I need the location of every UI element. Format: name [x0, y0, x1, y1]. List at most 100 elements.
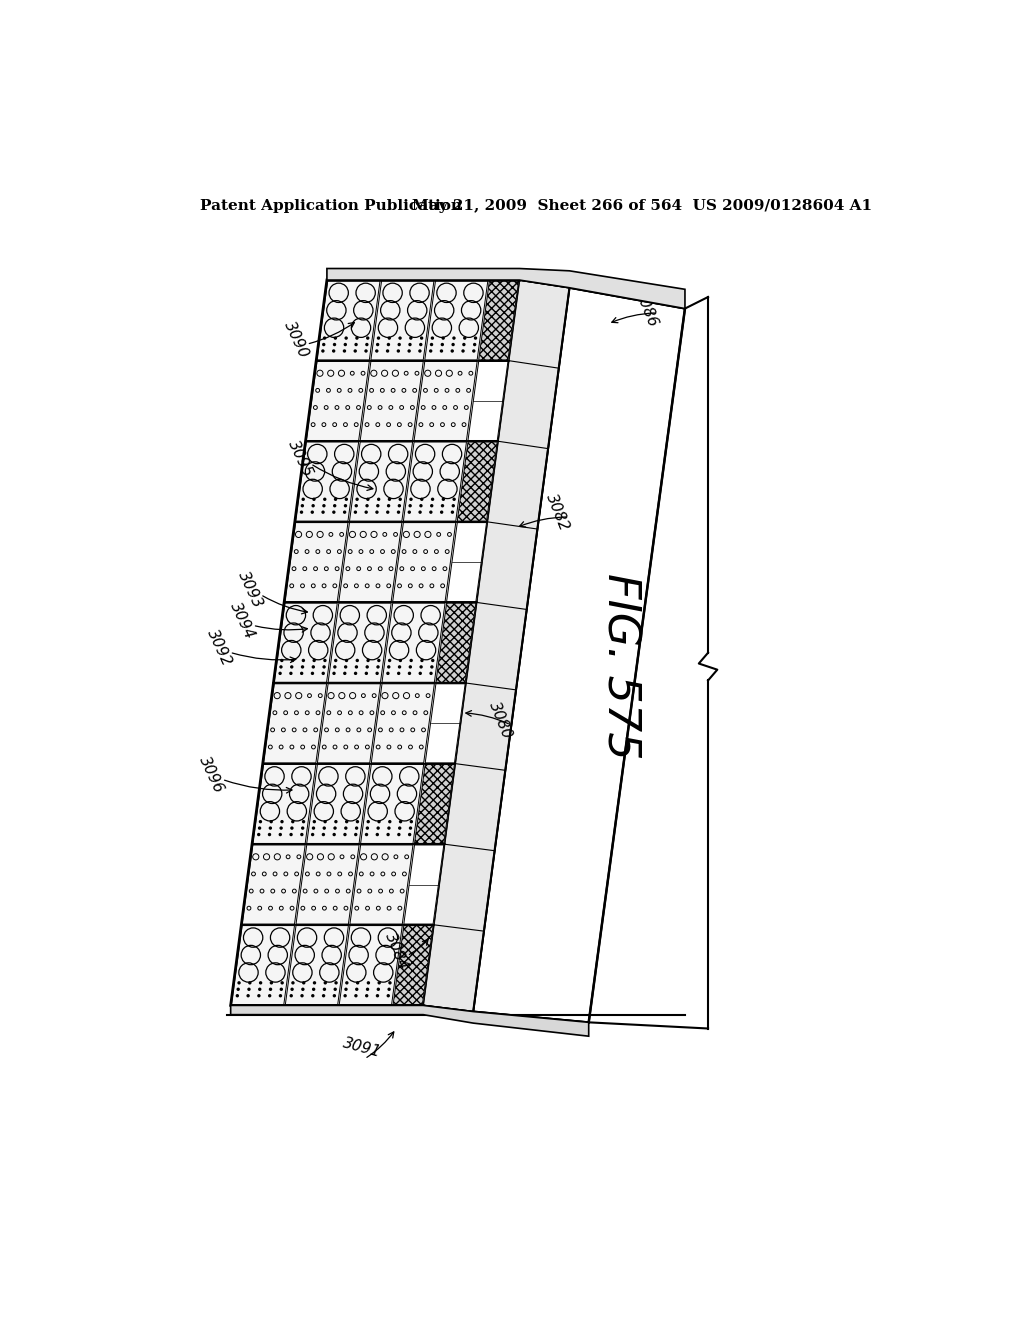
Circle shape: [290, 994, 293, 998]
Circle shape: [376, 343, 379, 346]
Polygon shape: [473, 288, 685, 1022]
Circle shape: [387, 343, 390, 346]
Circle shape: [333, 833, 336, 837]
Circle shape: [439, 350, 443, 352]
Polygon shape: [242, 845, 444, 925]
Circle shape: [290, 665, 294, 669]
Circle shape: [238, 981, 241, 985]
Circle shape: [323, 665, 326, 669]
Polygon shape: [230, 1006, 589, 1036]
Circle shape: [354, 504, 358, 507]
Circle shape: [367, 820, 370, 824]
Circle shape: [236, 994, 239, 998]
Circle shape: [430, 504, 433, 507]
Circle shape: [356, 981, 359, 985]
Circle shape: [333, 504, 337, 507]
Circle shape: [322, 833, 325, 837]
Polygon shape: [350, 845, 413, 924]
Circle shape: [375, 511, 379, 513]
Circle shape: [268, 826, 272, 830]
Circle shape: [354, 343, 357, 346]
Polygon shape: [231, 925, 295, 1005]
Circle shape: [355, 820, 359, 824]
Circle shape: [451, 511, 454, 513]
Circle shape: [397, 504, 401, 507]
Circle shape: [387, 665, 390, 669]
Polygon shape: [360, 764, 424, 843]
Circle shape: [408, 833, 412, 837]
Circle shape: [334, 826, 337, 830]
Polygon shape: [425, 281, 487, 360]
Circle shape: [409, 343, 412, 346]
Circle shape: [332, 511, 336, 513]
Circle shape: [344, 987, 348, 991]
Circle shape: [376, 994, 379, 998]
Circle shape: [354, 994, 357, 998]
Circle shape: [323, 987, 326, 991]
Circle shape: [312, 820, 316, 824]
Circle shape: [281, 981, 284, 985]
Polygon shape: [403, 845, 443, 924]
Circle shape: [301, 665, 304, 669]
Circle shape: [474, 337, 477, 339]
Circle shape: [408, 350, 411, 352]
Circle shape: [302, 820, 305, 824]
Circle shape: [333, 994, 336, 998]
Circle shape: [334, 337, 337, 339]
Text: Patent Application Publication: Patent Application Publication: [200, 199, 462, 213]
Circle shape: [312, 659, 315, 663]
Circle shape: [410, 498, 413, 502]
Polygon shape: [284, 521, 487, 602]
Circle shape: [366, 987, 370, 991]
Polygon shape: [273, 602, 476, 682]
Circle shape: [376, 833, 379, 837]
Polygon shape: [230, 925, 434, 1006]
Circle shape: [418, 350, 422, 352]
Polygon shape: [327, 268, 685, 309]
Circle shape: [429, 511, 432, 513]
Circle shape: [311, 504, 314, 507]
Circle shape: [451, 350, 454, 352]
Circle shape: [408, 672, 412, 675]
Circle shape: [367, 981, 370, 985]
Circle shape: [343, 833, 347, 837]
Circle shape: [322, 672, 325, 675]
Polygon shape: [296, 442, 358, 521]
Circle shape: [429, 672, 433, 675]
Circle shape: [366, 504, 369, 507]
Circle shape: [269, 981, 273, 985]
Polygon shape: [425, 684, 465, 763]
Circle shape: [257, 833, 260, 837]
Polygon shape: [478, 281, 518, 360]
Polygon shape: [317, 281, 380, 360]
Circle shape: [429, 350, 432, 352]
Circle shape: [419, 504, 423, 507]
Circle shape: [398, 659, 402, 663]
Circle shape: [462, 350, 465, 352]
Circle shape: [322, 350, 325, 352]
Circle shape: [289, 672, 293, 675]
Circle shape: [247, 987, 251, 991]
Circle shape: [344, 343, 347, 346]
Polygon shape: [307, 764, 370, 843]
Circle shape: [453, 498, 456, 502]
Circle shape: [354, 833, 357, 837]
Polygon shape: [305, 360, 509, 441]
Circle shape: [410, 820, 413, 824]
Circle shape: [355, 826, 358, 830]
Circle shape: [312, 498, 315, 502]
Circle shape: [396, 350, 400, 352]
Polygon shape: [339, 925, 402, 1005]
Polygon shape: [371, 281, 434, 360]
Circle shape: [430, 665, 433, 669]
Circle shape: [269, 987, 272, 991]
Polygon shape: [296, 845, 359, 924]
Circle shape: [281, 820, 284, 824]
Circle shape: [367, 659, 370, 663]
Circle shape: [323, 337, 327, 339]
Circle shape: [345, 981, 348, 985]
Circle shape: [344, 826, 347, 830]
Text: 3080: 3080: [486, 700, 514, 742]
Circle shape: [280, 987, 283, 991]
Circle shape: [323, 826, 326, 830]
